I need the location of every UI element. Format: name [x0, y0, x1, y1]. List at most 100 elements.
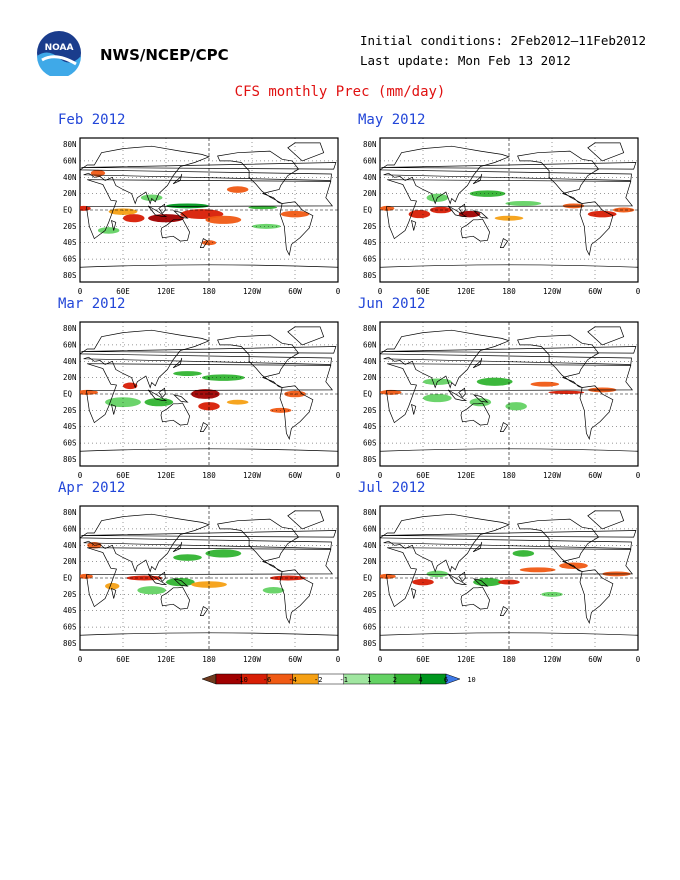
colorbar-label: 6: [444, 676, 448, 684]
colorbar-swatch: [369, 673, 396, 685]
coastline: [81, 346, 337, 354]
lat-tick-label: 20N: [363, 373, 377, 382]
coastline: [199, 238, 209, 248]
coastline: [199, 422, 209, 432]
lat-tick-label: EQ: [63, 206, 73, 215]
map-panel: Feb 2012 80N 60N 40N 20N EQ 20S 40S 60S 80S 0 60E 1…: [58, 112, 358, 296]
lon-tick-label: 60E: [416, 655, 430, 664]
coastline: [385, 547, 634, 608]
colorbar-label: 1: [367, 676, 371, 684]
precip-anomaly: [201, 374, 245, 381]
lat-tick-label: 40N: [63, 357, 77, 366]
lat-tick-label: 80S: [363, 455, 377, 464]
colorbar-label: -6: [263, 676, 271, 684]
coastline: [81, 530, 337, 538]
lon-tick-label: 120W: [243, 287, 262, 296]
lat-tick-label: 40N: [363, 173, 377, 182]
lon-tick-label: 120E: [157, 287, 176, 296]
coastline: [111, 588, 117, 599]
colorbar-label: 4: [418, 676, 422, 684]
precip-anomaly: [530, 381, 560, 387]
lon-tick-label: 60E: [116, 287, 130, 296]
colorbar-arrow-right: [445, 673, 461, 685]
coastline: [447, 205, 468, 217]
precip-anomaly: [144, 398, 174, 407]
precip-anomaly: [469, 398, 492, 407]
precip-anomaly: [505, 402, 527, 411]
coastline: [499, 422, 509, 432]
lat-tick-label: 40N: [363, 357, 377, 366]
lat-tick-label: 40N: [63, 173, 77, 182]
colorbar-swatch: [394, 673, 421, 685]
lon-tick-label: 180: [502, 655, 516, 664]
coastline: [411, 588, 417, 599]
coastline: [147, 205, 168, 217]
precip-anomaly: [252, 223, 281, 229]
lat-tick-label: 60N: [63, 340, 77, 349]
coastline: [279, 385, 314, 441]
coastline: [85, 179, 334, 240]
panel-title: Jun 2012: [358, 296, 426, 312]
lon-tick-label: 60W: [588, 287, 602, 296]
precip-anomaly: [198, 402, 220, 411]
lat-tick-label: 40S: [63, 422, 77, 431]
colorbar-label: 10: [467, 676, 475, 684]
coastline: [579, 201, 614, 257]
lat-tick-label: 60N: [363, 156, 377, 165]
lat-tick-label: 20N: [63, 189, 77, 198]
coastline: [472, 394, 489, 403]
lon-tick-label: 120W: [243, 471, 262, 480]
precip-anomaly: [166, 578, 195, 587]
lon-tick-label: 120E: [457, 655, 476, 664]
colorbar-label: 2: [393, 676, 397, 684]
lon-tick-label: 60W: [288, 655, 302, 664]
lat-tick-label: 20S: [363, 590, 377, 599]
coastline: [85, 363, 334, 424]
lon-tick-label: 60E: [416, 471, 430, 480]
lat-tick-label: 60S: [63, 255, 77, 264]
precip-anomaly: [423, 394, 452, 403]
coastline: [81, 162, 337, 170]
coastline: [279, 201, 314, 257]
lon-tick-label: 0: [78, 471, 83, 480]
coastline: [147, 389, 168, 401]
lat-tick-label: 80S: [363, 271, 377, 280]
precip-anomaly: [469, 190, 506, 197]
coastline: [160, 218, 190, 242]
lat-tick-label: 40S: [63, 238, 77, 247]
colorbar-label: -4: [288, 676, 296, 684]
lat-tick-label: 80N: [63, 324, 77, 333]
lon-tick-label: 60W: [588, 471, 602, 480]
coastline: [172, 541, 183, 553]
panel-title: Mar 2012: [58, 296, 126, 312]
lat-tick-label: EQ: [63, 390, 73, 399]
coastline: [381, 346, 637, 354]
figure-title: CFS monthly Prec (mm/day): [234, 84, 446, 100]
lon-tick-label: 0: [378, 655, 383, 664]
coastline: [80, 145, 332, 205]
lon-tick-label: 120E: [157, 655, 176, 664]
coastline: [287, 326, 325, 346]
panel-title: Apr 2012: [58, 480, 126, 496]
colorbar-swatch: [420, 673, 447, 685]
lat-tick-label: 20N: [63, 557, 77, 566]
precip-anomaly: [408, 210, 431, 219]
lat-tick-label: 40S: [363, 606, 377, 615]
precip-anomaly: [140, 194, 163, 201]
precip-anomaly: [226, 399, 249, 405]
coastline: [80, 329, 332, 389]
panel-title: Jul 2012: [358, 480, 426, 496]
coastline: [385, 179, 634, 240]
coastline: [472, 210, 489, 219]
precip-anomaly: [123, 214, 145, 223]
lat-tick-label: EQ: [63, 574, 73, 583]
coastline: [411, 404, 417, 415]
precip-anomaly: [426, 570, 449, 578]
coastline: [279, 569, 314, 625]
lat-tick-label: 80N: [63, 140, 77, 149]
map-panel: Apr 2012 80N 60N 40N 20N EQ 20S 40S 60S 80S 0 60E 1…: [58, 480, 358, 664]
precip-anomaly: [612, 207, 635, 213]
lon-tick-label: 60W: [288, 471, 302, 480]
